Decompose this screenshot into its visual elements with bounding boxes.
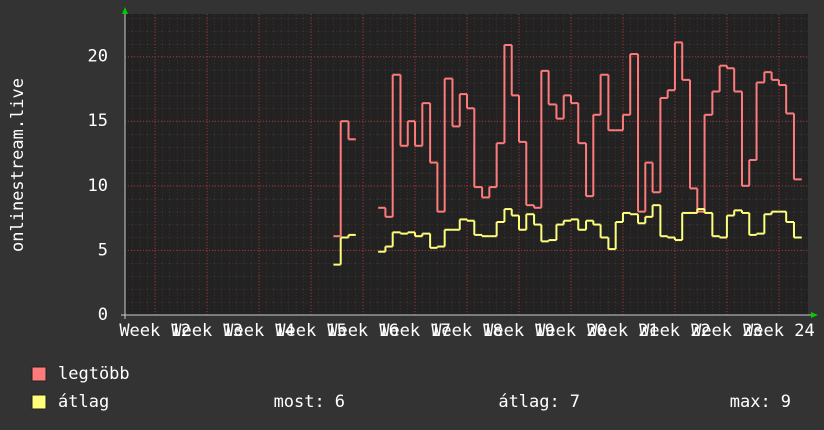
stat-value: 6 <box>335 392 345 412</box>
y-tick-label: 0 <box>98 305 108 325</box>
x-tick-label: Week 17 <box>379 321 451 341</box>
y-tick-label: 5 <box>98 240 108 260</box>
x-tick-label: Week 22 <box>639 321 711 341</box>
legend-label: legtöbb <box>58 364 130 384</box>
marks <box>125 14 808 316</box>
stat: átlag: 7 <box>498 392 580 412</box>
x-tick-label: Week 19 <box>483 321 555 341</box>
stat-label: átlag: <box>498 392 559 412</box>
stat-label: max: <box>730 392 771 412</box>
x-tick-label: Week 13 <box>171 321 243 341</box>
x-tick-label: Week 20 <box>535 321 607 341</box>
y-arrow <box>122 7 128 14</box>
stat: most: 6 <box>274 392 345 412</box>
stat-value: 9 <box>781 392 791 412</box>
x-tick-label: Week 18 <box>431 321 503 341</box>
legend: legtöbb átlag most: 6 átlag: 7 max: 9 <box>31 364 791 412</box>
x-tick-label: Week 12 <box>119 321 191 341</box>
legend-swatch <box>31 394 47 410</box>
y-tick-label: 10 <box>88 176 108 196</box>
minor-grid <box>125 14 808 315</box>
x-tick-label: Week 14 <box>223 321 295 341</box>
x-arrow <box>811 312 818 318</box>
x-tick-label: Week 23 <box>691 321 763 341</box>
y-tick-label: 15 <box>88 111 108 131</box>
y-axis-label: onlinestream.live <box>8 78 28 252</box>
stat: max: 9 <box>730 392 791 412</box>
x-tick-label: Week 16 <box>327 321 399 341</box>
x-tick-label: Week 24 <box>743 321 815 341</box>
stat-value: 7 <box>570 392 580 412</box>
legend-label: átlag <box>58 392 109 412</box>
legend-swatch <box>31 366 47 382</box>
x-tick-label: Week 15 <box>275 321 347 341</box>
stat-label: most: <box>274 392 325 412</box>
y-tick-label: 20 <box>88 47 108 67</box>
x-tick-label: Week 21 <box>587 321 659 341</box>
